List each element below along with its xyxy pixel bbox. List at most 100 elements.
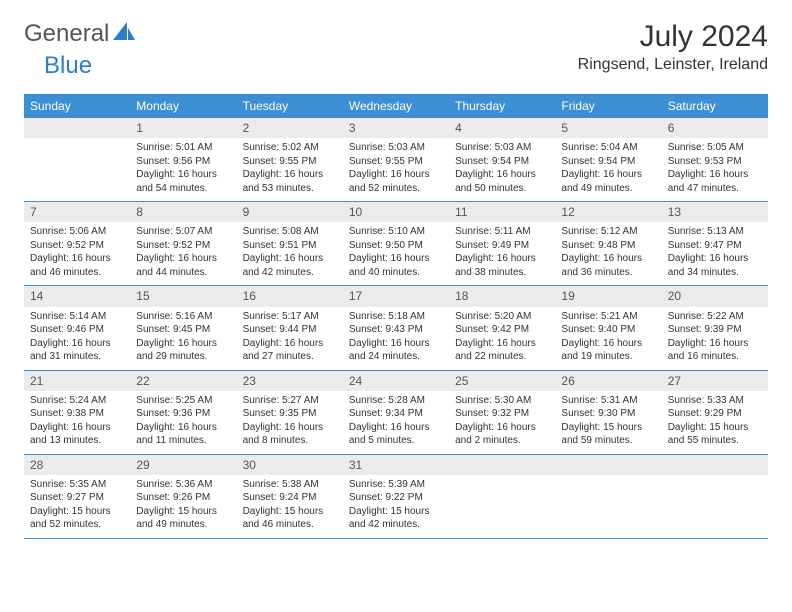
week-row: 1Sunrise: 5:01 AMSunset: 9:56 PMDaylight… <box>24 118 768 202</box>
sunrise-text: Sunrise: 5:08 AM <box>243 225 337 239</box>
calendar-cell: 8Sunrise: 5:07 AMSunset: 9:52 PMDaylight… <box>130 202 236 285</box>
day-number: 1 <box>130 118 236 138</box>
sunrise-text: Sunrise: 5:05 AM <box>668 141 762 155</box>
day-number <box>555 455 661 475</box>
daylight-text: Daylight: 15 hours and 52 minutes. <box>30 505 124 532</box>
sunset-text: Sunset: 9:56 PM <box>136 155 230 169</box>
calendar-cell: 3Sunrise: 5:03 AMSunset: 9:55 PMDaylight… <box>343 118 449 201</box>
day-number: 21 <box>24 371 130 391</box>
day-number: 15 <box>130 286 236 306</box>
daylight-text: Daylight: 16 hours and 46 minutes. <box>30 252 124 279</box>
day-details: Sunrise: 5:03 AMSunset: 9:55 PMDaylight:… <box>343 138 449 201</box>
calendar-cell: 29Sunrise: 5:36 AMSunset: 9:26 PMDayligh… <box>130 455 236 538</box>
calendar-cell: 25Sunrise: 5:30 AMSunset: 9:32 PMDayligh… <box>449 371 555 454</box>
calendar-cell: 9Sunrise: 5:08 AMSunset: 9:51 PMDaylight… <box>237 202 343 285</box>
sunset-text: Sunset: 9:35 PM <box>243 407 337 421</box>
sunrise-text: Sunrise: 5:06 AM <box>30 225 124 239</box>
daylight-text: Daylight: 16 hours and 16 minutes. <box>668 337 762 364</box>
daylight-text: Daylight: 16 hours and 44 minutes. <box>136 252 230 279</box>
daylight-text: Daylight: 16 hours and 8 minutes. <box>243 421 337 448</box>
sunset-text: Sunset: 9:54 PM <box>561 155 655 169</box>
day-number: 22 <box>130 371 236 391</box>
day-details: Sunrise: 5:24 AMSunset: 9:38 PMDaylight:… <box>24 391 130 454</box>
daylight-text: Daylight: 15 hours and 59 minutes. <box>561 421 655 448</box>
sunset-text: Sunset: 9:44 PM <box>243 323 337 337</box>
sunrise-text: Sunrise: 5:22 AM <box>668 310 762 324</box>
daylight-text: Daylight: 16 hours and 2 minutes. <box>455 421 549 448</box>
day-details: Sunrise: 5:21 AMSunset: 9:40 PMDaylight:… <box>555 307 661 370</box>
sunrise-text: Sunrise: 5:03 AM <box>349 141 443 155</box>
calendar-cell: 16Sunrise: 5:17 AMSunset: 9:44 PMDayligh… <box>237 286 343 369</box>
day-header-friday: Friday <box>555 94 661 118</box>
daylight-text: Daylight: 15 hours and 49 minutes. <box>136 505 230 532</box>
calendar-cell <box>555 455 661 538</box>
sunset-text: Sunset: 9:51 PM <box>243 239 337 253</box>
calendar-cell: 30Sunrise: 5:38 AMSunset: 9:24 PMDayligh… <box>237 455 343 538</box>
daylight-text: Daylight: 16 hours and 29 minutes. <box>136 337 230 364</box>
sunrise-text: Sunrise: 5:03 AM <box>455 141 549 155</box>
sunrise-text: Sunrise: 5:31 AM <box>561 394 655 408</box>
day-number: 19 <box>555 286 661 306</box>
daylight-text: Daylight: 16 hours and 19 minutes. <box>561 337 655 364</box>
sunrise-text: Sunrise: 5:18 AM <box>349 310 443 324</box>
daylight-text: Daylight: 16 hours and 54 minutes. <box>136 168 230 195</box>
day-number: 16 <box>237 286 343 306</box>
day-number: 4 <box>449 118 555 138</box>
day-details: Sunrise: 5:27 AMSunset: 9:35 PMDaylight:… <box>237 391 343 454</box>
sunrise-text: Sunrise: 5:16 AM <box>136 310 230 324</box>
sunrise-text: Sunrise: 5:30 AM <box>455 394 549 408</box>
day-number <box>449 455 555 475</box>
sunrise-text: Sunrise: 5:04 AM <box>561 141 655 155</box>
day-number: 6 <box>662 118 768 138</box>
sunset-text: Sunset: 9:39 PM <box>668 323 762 337</box>
sunrise-text: Sunrise: 5:24 AM <box>30 394 124 408</box>
day-details: Sunrise: 5:33 AMSunset: 9:29 PMDaylight:… <box>662 391 768 454</box>
logo-sail-icon <box>113 22 135 47</box>
daylight-text: Daylight: 15 hours and 42 minutes. <box>349 505 443 532</box>
day-number: 17 <box>343 286 449 306</box>
sunrise-text: Sunrise: 5:27 AM <box>243 394 337 408</box>
daylight-text: Daylight: 16 hours and 36 minutes. <box>561 252 655 279</box>
day-details: Sunrise: 5:25 AMSunset: 9:36 PMDaylight:… <box>130 391 236 454</box>
calendar-cell <box>449 455 555 538</box>
sunset-text: Sunset: 9:38 PM <box>30 407 124 421</box>
daylight-text: Daylight: 16 hours and 40 minutes. <box>349 252 443 279</box>
calendar-cell: 24Sunrise: 5:28 AMSunset: 9:34 PMDayligh… <box>343 371 449 454</box>
logo-text-general: General <box>24 20 109 48</box>
sunset-text: Sunset: 9:46 PM <box>30 323 124 337</box>
sunset-text: Sunset: 9:52 PM <box>30 239 124 253</box>
daylight-text: Daylight: 16 hours and 38 minutes. <box>455 252 549 279</box>
sunrise-text: Sunrise: 5:35 AM <box>30 478 124 492</box>
day-number: 23 <box>237 371 343 391</box>
calendar-cell: 31Sunrise: 5:39 AMSunset: 9:22 PMDayligh… <box>343 455 449 538</box>
calendar-cell: 21Sunrise: 5:24 AMSunset: 9:38 PMDayligh… <box>24 371 130 454</box>
day-header-saturday: Saturday <box>662 94 768 118</box>
sunrise-text: Sunrise: 5:01 AM <box>136 141 230 155</box>
sunrise-text: Sunrise: 5:36 AM <box>136 478 230 492</box>
day-number: 14 <box>24 286 130 306</box>
sunrise-text: Sunrise: 5:13 AM <box>668 225 762 239</box>
day-details: Sunrise: 5:14 AMSunset: 9:46 PMDaylight:… <box>24 307 130 370</box>
sunrise-text: Sunrise: 5:20 AM <box>455 310 549 324</box>
day-number: 8 <box>130 202 236 222</box>
daylight-text: Daylight: 16 hours and 47 minutes. <box>668 168 762 195</box>
day-details: Sunrise: 5:22 AMSunset: 9:39 PMDaylight:… <box>662 307 768 370</box>
day-number: 3 <box>343 118 449 138</box>
day-number: 24 <box>343 371 449 391</box>
day-header-sunday: Sunday <box>24 94 130 118</box>
sunrise-text: Sunrise: 5:33 AM <box>668 394 762 408</box>
calendar-cell: 18Sunrise: 5:20 AMSunset: 9:42 PMDayligh… <box>449 286 555 369</box>
day-details: Sunrise: 5:16 AMSunset: 9:45 PMDaylight:… <box>130 307 236 370</box>
day-number: 5 <box>555 118 661 138</box>
sunset-text: Sunset: 9:48 PM <box>561 239 655 253</box>
day-number: 7 <box>24 202 130 222</box>
day-details: Sunrise: 5:28 AMSunset: 9:34 PMDaylight:… <box>343 391 449 454</box>
sunset-text: Sunset: 9:27 PM <box>30 491 124 505</box>
sunrise-text: Sunrise: 5:38 AM <box>243 478 337 492</box>
day-details: Sunrise: 5:05 AMSunset: 9:53 PMDaylight:… <box>662 138 768 201</box>
calendar-cell: 4Sunrise: 5:03 AMSunset: 9:54 PMDaylight… <box>449 118 555 201</box>
sunset-text: Sunset: 9:36 PM <box>136 407 230 421</box>
calendar-cell: 15Sunrise: 5:16 AMSunset: 9:45 PMDayligh… <box>130 286 236 369</box>
day-details: Sunrise: 5:12 AMSunset: 9:48 PMDaylight:… <box>555 222 661 285</box>
sunset-text: Sunset: 9:49 PM <box>455 239 549 253</box>
